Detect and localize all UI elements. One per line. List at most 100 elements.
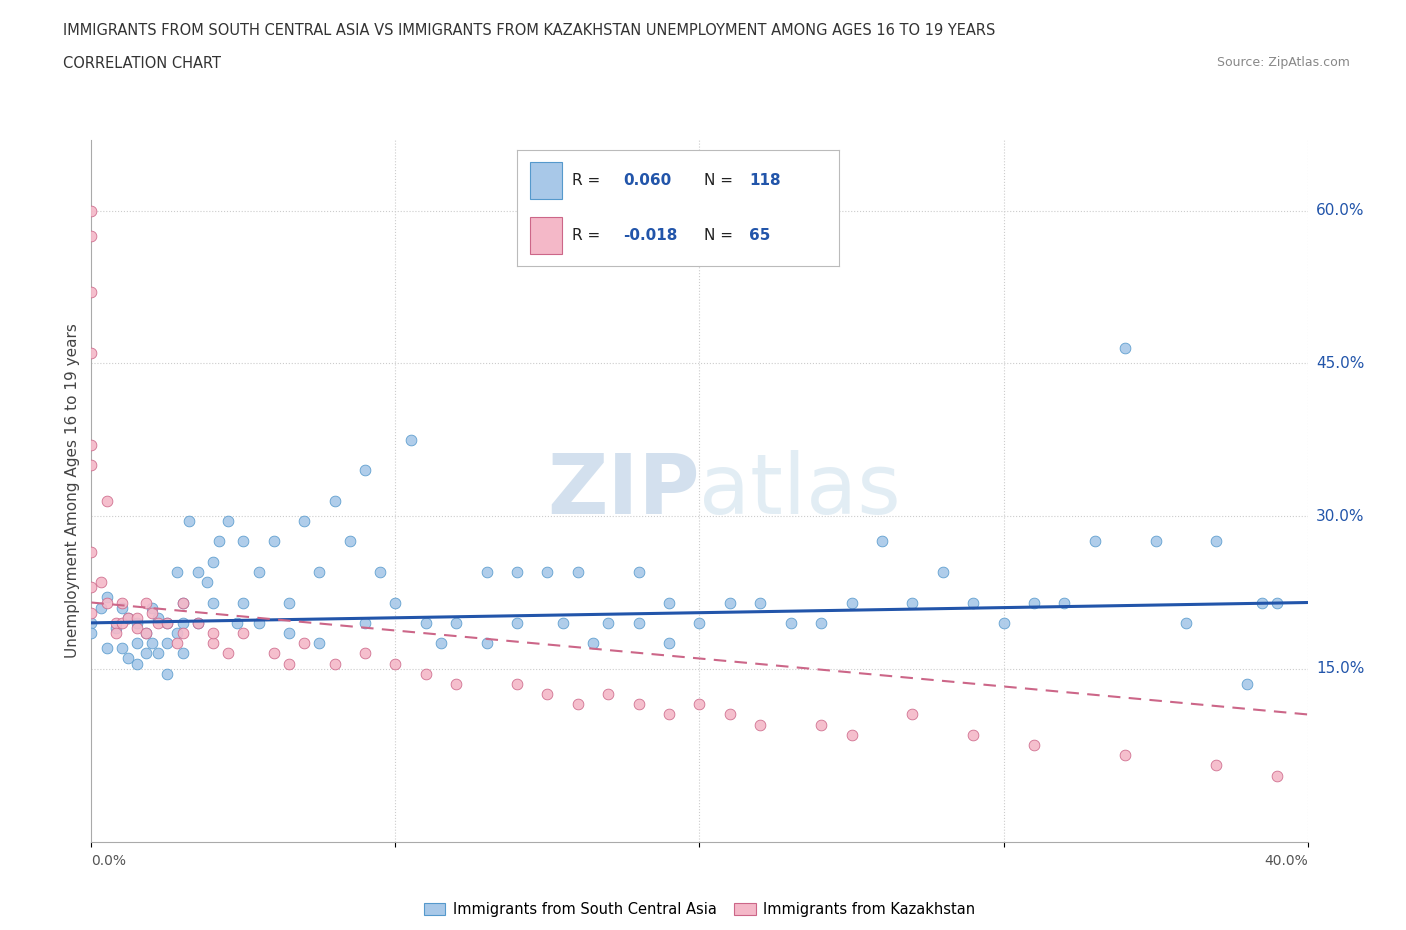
Point: [135, 626, 157, 641]
Point: [536, 686, 558, 701]
Point: [263, 534, 285, 549]
Point: [104, 616, 127, 631]
Point: [962, 595, 984, 610]
Point: [232, 534, 254, 549]
Point: [1084, 534, 1107, 549]
Point: [80, 605, 103, 620]
Point: [80, 285, 103, 299]
Text: 45.0%: 45.0%: [1316, 356, 1364, 371]
Point: [104, 626, 127, 641]
Point: [475, 565, 498, 579]
Point: [187, 565, 209, 579]
Point: [399, 432, 422, 447]
Point: [627, 697, 650, 711]
Point: [172, 616, 194, 631]
Point: [415, 616, 437, 631]
Point: [148, 616, 170, 631]
Point: [89, 575, 111, 590]
Point: [177, 513, 200, 528]
Point: [1114, 748, 1136, 763]
Point: [658, 636, 681, 651]
Point: [962, 727, 984, 742]
Point: [688, 616, 710, 631]
Point: [1265, 595, 1288, 610]
Point: [475, 636, 498, 651]
Point: [111, 600, 134, 615]
Point: [125, 636, 148, 651]
Point: [598, 616, 620, 631]
Point: [749, 595, 772, 610]
Point: [232, 626, 254, 641]
Point: [658, 707, 681, 722]
Point: [1236, 676, 1258, 691]
Point: [232, 595, 254, 610]
Point: [1265, 768, 1288, 783]
Point: [195, 575, 218, 590]
Point: [901, 707, 924, 722]
Point: [172, 595, 194, 610]
Point: [148, 610, 170, 625]
Point: [718, 707, 741, 722]
Point: [141, 636, 163, 651]
Point: [551, 616, 574, 631]
Point: [172, 595, 194, 610]
Point: [292, 513, 315, 528]
Text: 30.0%: 30.0%: [1316, 509, 1364, 524]
Point: [96, 590, 118, 604]
Point: [96, 641, 118, 656]
Point: [202, 626, 225, 641]
Point: [810, 717, 832, 732]
Point: [166, 565, 188, 579]
Point: [567, 697, 589, 711]
Point: [104, 620, 127, 635]
Point: [202, 554, 225, 569]
Text: Source: ZipAtlas.com: Source: ZipAtlas.com: [1216, 56, 1350, 69]
Point: [901, 595, 924, 610]
Point: [166, 626, 188, 641]
Point: [368, 565, 391, 579]
Point: [80, 458, 103, 472]
Point: [841, 595, 863, 610]
Point: [263, 646, 285, 661]
Point: [111, 595, 134, 610]
Point: [226, 616, 249, 631]
Text: 40.0%: 40.0%: [1264, 854, 1308, 868]
Point: [141, 600, 163, 615]
Point: [627, 565, 650, 579]
Point: [1144, 534, 1167, 549]
Point: [80, 437, 103, 452]
Point: [1114, 340, 1136, 355]
Point: [506, 676, 529, 691]
Point: [172, 646, 194, 661]
Point: [156, 666, 179, 681]
Point: [384, 657, 406, 671]
Point: [80, 626, 103, 641]
Text: CORRELATION CHART: CORRELATION CHART: [63, 56, 221, 71]
Point: [323, 657, 346, 671]
Point: [810, 616, 832, 631]
Text: atlas: atlas: [699, 450, 901, 531]
Point: [247, 565, 270, 579]
Point: [80, 544, 103, 559]
Point: [187, 616, 209, 631]
Text: 0.0%: 0.0%: [91, 854, 127, 868]
Point: [688, 697, 710, 711]
Point: [384, 595, 406, 610]
Point: [80, 346, 103, 361]
Point: [354, 646, 377, 661]
Y-axis label: Unemployment Among Ages 16 to 19 years: Unemployment Among Ages 16 to 19 years: [65, 323, 80, 658]
Point: [96, 493, 118, 508]
Point: [111, 616, 134, 631]
Point: [1022, 737, 1045, 752]
Point: [117, 610, 139, 625]
Point: [323, 493, 346, 508]
Point: [111, 641, 134, 656]
Point: [217, 513, 239, 528]
Point: [598, 686, 620, 701]
Point: [841, 727, 863, 742]
Point: [506, 616, 529, 631]
Point: [208, 534, 231, 549]
Point: [117, 651, 139, 666]
Point: [1174, 616, 1197, 631]
Point: [658, 595, 681, 610]
